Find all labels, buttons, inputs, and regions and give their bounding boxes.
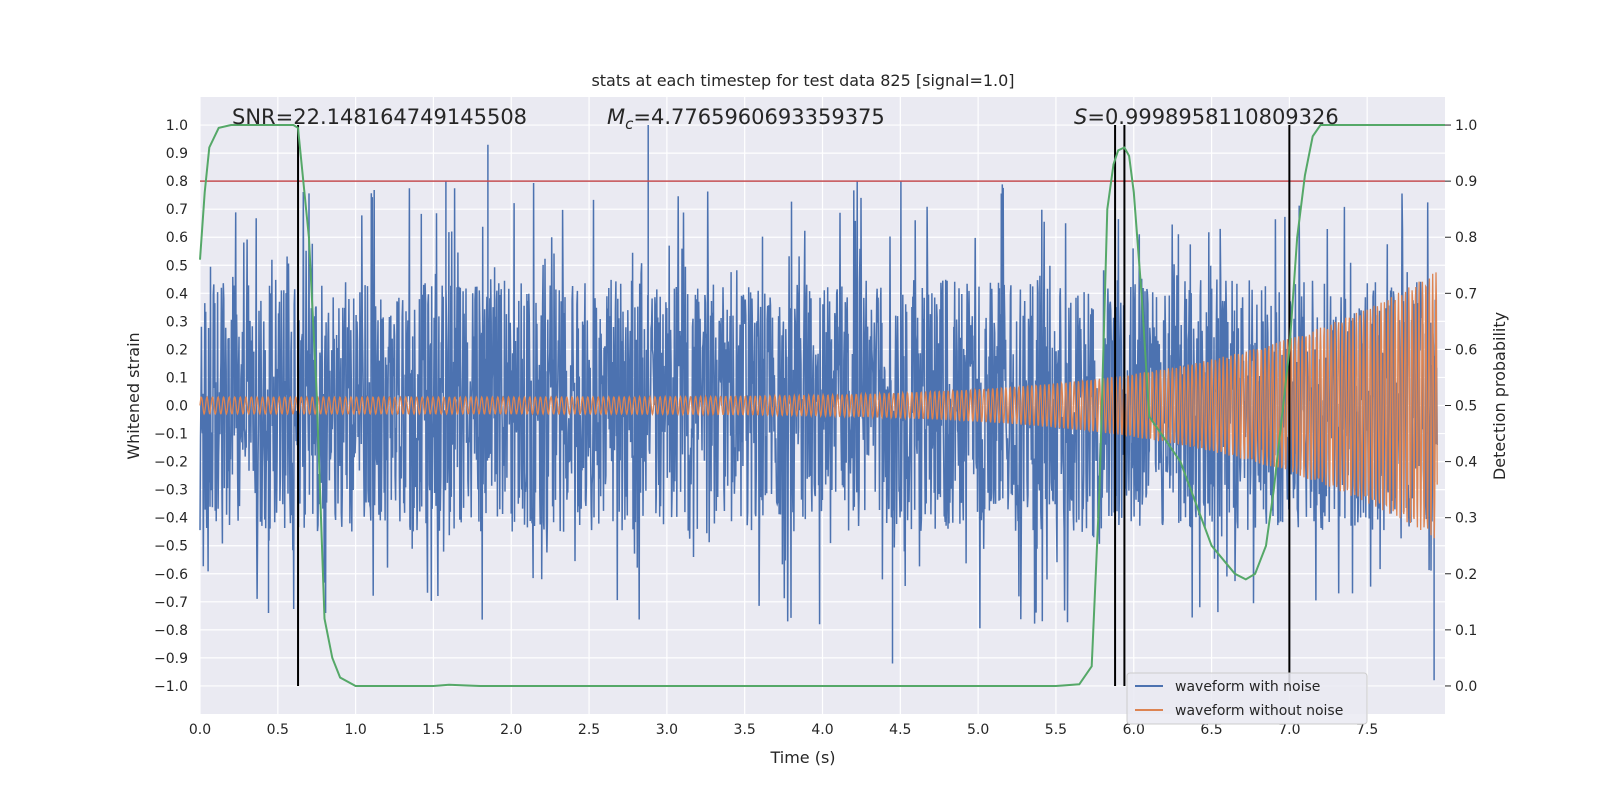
y-tick-label-left: 0.1: [166, 370, 188, 386]
x-tick-label: 6.5: [1200, 722, 1222, 738]
detection-probability-line: [199, 124, 1445, 687]
y-tick-label-left: 0.8: [166, 174, 188, 190]
y-tick-label-right: 1.0: [1455, 118, 1477, 134]
y-tick-label-right: 0.9: [1455, 174, 1477, 190]
y-tick-label-right: 0.3: [1455, 511, 1477, 527]
y-tick-label-left: 0.6: [166, 230, 188, 246]
y-tick-label-left: 0.7: [166, 202, 188, 218]
chirp-mass-symbol: M: [607, 105, 625, 129]
x-tick-label: 2.0: [500, 722, 522, 738]
y-tick-label-left: −0.1: [154, 427, 188, 443]
y-tick-label-right: 0.1: [1455, 623, 1477, 639]
y-tick-label-left: −0.7: [154, 595, 188, 611]
y-tick-label-left: −0.2: [154, 455, 188, 471]
y-tick-label-left: 0.4: [166, 286, 188, 302]
x-tick-label: 5.0: [967, 722, 989, 738]
chart-title: stats at each timestep for test data 825…: [591, 71, 1014, 90]
legend-label-clean: waveform without noise: [1175, 703, 1343, 719]
y-tick-label-right: 0.6: [1455, 342, 1477, 358]
score-symbol: S: [1074, 105, 1087, 129]
x-tick-label: 7.5: [1356, 722, 1378, 738]
y-axis-label-left: Whitened strain: [124, 332, 143, 459]
x-tick-label: 1.5: [422, 722, 444, 738]
y-tick-label-left: 0.0: [166, 399, 188, 415]
x-tick-label: 6.0: [1123, 722, 1145, 738]
waveform-without-noise-line: [199, 272, 1438, 539]
legend: waveform with noise waveform without noi…: [1126, 672, 1368, 725]
waveform-with-noise-line: [199, 125, 1438, 681]
y-tick-label-left: −0.8: [154, 623, 188, 639]
x-tick-label: 5.5: [1045, 722, 1067, 738]
chirp-mass-annotation: Mc=4.7765960693359375: [607, 105, 885, 133]
y-tick-label-left: 0.5: [166, 258, 188, 274]
chirp-mass-subscript: c: [625, 115, 634, 133]
y-tick-label-right: 0.7: [1455, 286, 1477, 302]
vertical-markers: [297, 125, 1291, 686]
x-tick-label: 4.5: [889, 722, 911, 738]
score-value: =0.9998958110809326: [1087, 105, 1338, 129]
snr-annotation: SNR=22.148164749145508: [232, 105, 527, 129]
legend-box: [1126, 672, 1368, 725]
legend-label-noise: waveform with noise: [1175, 679, 1320, 695]
y-axis-label-right: Detection probability: [1490, 312, 1509, 480]
series-detection-probability: [199, 124, 1445, 687]
x-ticks: 0.0 0.5 1.0 1.5 2.0 2.5 3.0 3.5 4.0 4.5 5.0 5.5 6.0 6…: [189, 722, 1378, 738]
y-tick-label-left: −1.0: [154, 679, 188, 695]
y-tick-label-right: 0.2: [1455, 567, 1477, 583]
y-tick-label-right: 0.8: [1455, 230, 1477, 246]
x-tick-label: 4.0: [811, 722, 833, 738]
score-annotation: S=0.9998958110809326: [1074, 105, 1339, 129]
y-ticks-left: 1.0 0.9 0.8 0.7 0.6 0.5 0.4 0.3 0.2 0.1 0.0 −0.1 −0.…: [154, 118, 188, 695]
y-tick-label-left: −0.6: [154, 567, 188, 583]
y-tick-label-left: 1.0: [166, 118, 188, 134]
x-axis-label: Time (s): [769, 748, 835, 767]
y-tick-label-right: 0.0: [1455, 679, 1477, 695]
x-tick-label: 2.5: [578, 722, 600, 738]
y-tick-label-left: −0.5: [154, 539, 188, 555]
y-ticks-right: 1.0 0.9 0.8 0.7 0.6 0.5 0.4 0.3 0.2 0.1 0.0: [1445, 118, 1477, 695]
y-tick-label-right: 0.4: [1455, 455, 1477, 471]
y-tick-label-right: 0.5: [1455, 399, 1477, 415]
x-tick-label: 1.0: [344, 722, 366, 738]
x-tick-label: 0.0: [189, 722, 211, 738]
x-tick-label: 3.5: [734, 722, 756, 738]
x-tick-label: 0.5: [267, 722, 289, 738]
y-tick-label-left: 0.2: [166, 342, 188, 358]
series-waveform-without-noise: [199, 272, 1438, 539]
x-tick-label: 3.0: [656, 722, 678, 738]
y-tick-label-left: 0.3: [166, 314, 188, 330]
y-tick-label-left: 0.9: [166, 146, 188, 162]
series-waveform-with-noise: [199, 125, 1438, 681]
x-tick-label: 7.0: [1278, 722, 1300, 738]
y-tick-label-left: −0.3: [154, 483, 188, 499]
chirp-mass-value: =4.7765960693359375: [633, 105, 884, 129]
y-tick-label-left: −0.9: [154, 651, 188, 667]
y-tick-label-left: −0.4: [154, 511, 188, 527]
